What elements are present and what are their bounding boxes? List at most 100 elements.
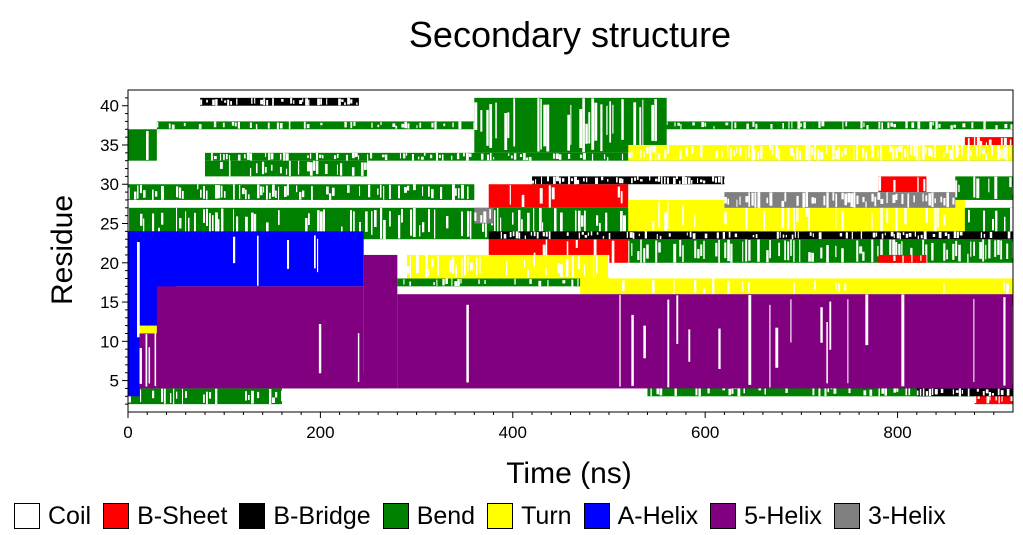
ss-gap (505, 261, 508, 276)
ss-gap (685, 176, 688, 185)
ss-gap (896, 232, 900, 239)
ss-gap (958, 244, 961, 262)
ss-gap (622, 178, 624, 184)
ss-gap (654, 99, 657, 142)
ss-region-5-helix-35 (139, 333, 157, 389)
ss-gap (811, 197, 815, 204)
ss-gap (492, 156, 495, 160)
ss-gap (533, 208, 535, 234)
ss-gap (475, 257, 478, 276)
ss-gap (718, 328, 721, 369)
ss-gap (967, 388, 970, 397)
ss-gap (164, 388, 166, 404)
ss-gap (267, 122, 270, 129)
ss-gap (326, 98, 328, 105)
ss-gap (621, 153, 624, 161)
ss-gap (442, 278, 445, 286)
ss-gap (236, 216, 239, 238)
ss-gap (206, 99, 208, 103)
plot-axes: 0 200 400 600 800 5 10 15 20 25 30 35 40 (100, 89, 1014, 442)
ss-gap (320, 211, 323, 232)
ss-gap (143, 218, 145, 238)
ss-gap (919, 144, 921, 161)
ss-gap (886, 208, 889, 223)
ss-gap (656, 385, 660, 395)
ss-gap (797, 231, 799, 239)
ss-gap (847, 193, 851, 203)
ss-gap (634, 177, 637, 181)
ss-gap (152, 390, 155, 399)
ss-gap (983, 210, 986, 240)
ss-gap (489, 152, 492, 161)
ss-gap (281, 99, 284, 102)
ss-gap (305, 218, 308, 239)
ss-gap (623, 215, 626, 237)
ss-gap (751, 144, 755, 161)
ss-gap (652, 279, 655, 294)
ss-gap (826, 322, 828, 384)
ss-gap (434, 121, 437, 130)
ss-gap (917, 121, 921, 129)
y-tick-label: 20 (100, 254, 119, 273)
ss-gap (781, 202, 785, 229)
ss-region-b-bridge-20 (488, 231, 1013, 240)
ss-gap (674, 386, 677, 396)
ss-gap (513, 153, 517, 160)
ss-gap (785, 234, 787, 238)
ss-gap (1010, 207, 1013, 239)
ss-gap (862, 147, 865, 158)
ss-gap (866, 125, 869, 130)
ss-gap (500, 217, 502, 233)
ss-gap (905, 233, 909, 238)
ss-gap (769, 240, 771, 259)
y-tick-label: 10 (100, 332, 119, 351)
ss-gap (736, 146, 738, 154)
ss-gap (928, 147, 932, 157)
ss-gap (835, 281, 837, 290)
ss-region-b-bridge-23 (200, 97, 359, 106)
ss-gap (436, 279, 438, 286)
ss-gap (570, 104, 572, 145)
ss-gap (655, 145, 657, 161)
ss-gap (528, 156, 532, 161)
ss-gap (997, 240, 1000, 255)
legend-item-a-helix: A-Helix (583, 502, 698, 531)
ss-gap (893, 255, 896, 261)
ss-gap (658, 201, 660, 228)
ss-gap (384, 154, 388, 161)
ss-gap (248, 194, 250, 200)
ss-gap (530, 231, 533, 236)
ss-gap (203, 209, 206, 223)
ss-gap (197, 184, 199, 190)
ss-gap (139, 348, 142, 384)
ss-gap (769, 192, 773, 206)
ss-gap (698, 380, 701, 397)
ss-gap (353, 211, 355, 237)
ss-gap (949, 149, 953, 160)
ss-gap (961, 144, 963, 156)
ss-gap (902, 255, 904, 263)
ss-gap (943, 215, 946, 226)
ss-gap (474, 212, 477, 221)
ss-gap (752, 234, 755, 238)
ss-gap (817, 149, 820, 161)
ss-gap (982, 148, 985, 154)
ss-gap (910, 247, 913, 262)
ss-gap (419, 122, 422, 128)
ss-gap (871, 193, 874, 202)
ss-gap (826, 245, 829, 263)
ss-gap (901, 145, 903, 160)
ss-gap (1003, 297, 1006, 386)
ss-gap (155, 191, 158, 197)
ss-gap (579, 109, 583, 149)
ss-gap (422, 186, 424, 196)
ss-gap (306, 155, 309, 158)
ss-gap (213, 121, 217, 128)
ss-gap (722, 231, 726, 239)
ss-gap (917, 235, 919, 239)
legend-item-5-helix: 5-Helix (710, 502, 822, 531)
ss-gap (542, 232, 545, 237)
ss-gap (970, 150, 972, 157)
ss-gap (480, 215, 483, 223)
ss-gap (920, 255, 922, 261)
